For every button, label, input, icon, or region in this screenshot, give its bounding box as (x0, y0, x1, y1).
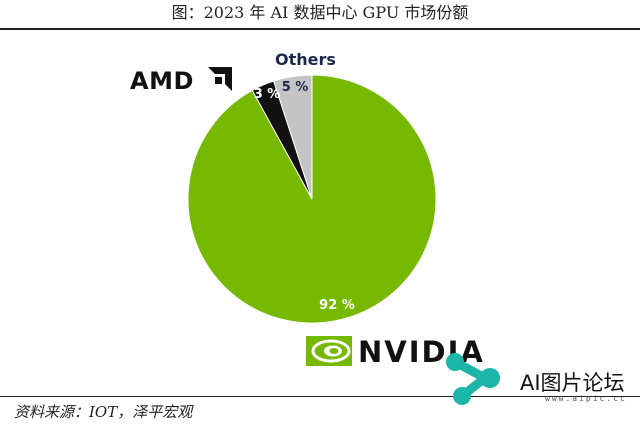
pie-label-nvidia: 92 % (319, 298, 355, 313)
watermark-text: AI图片论坛 (520, 371, 625, 395)
pie-label-others: 5 % (282, 80, 309, 95)
pie-label-amd: 3 % (254, 87, 281, 102)
others-brand-label: Others (275, 50, 336, 69)
pie-slice-others (273, 74, 313, 200)
watermark-icon (446, 353, 500, 405)
chart-title: 图：2023 年 AI 数据中心 GPU 市场份额 (171, 3, 469, 22)
pie-chart: 92 % 3 % 5 % Others AMD NVIDIA (130, 50, 483, 369)
source-note: 资料来源：IOT，泽平宏观 (14, 403, 193, 421)
nvidia-logo: NVIDIA (306, 335, 483, 369)
top-rule (0, 28, 640, 30)
amd-arrow-icon (208, 67, 232, 91)
nvidia-eye-icon (306, 336, 352, 366)
pie-slices (187, 74, 437, 324)
amd-logo-text: AMD (130, 67, 194, 95)
bottom-rule (0, 396, 640, 397)
watermark-url: www.aipic.cc (545, 394, 627, 403)
pie-labels: 92 % 3 % 5 % (254, 80, 355, 313)
amd-logo: AMD (130, 67, 232, 95)
